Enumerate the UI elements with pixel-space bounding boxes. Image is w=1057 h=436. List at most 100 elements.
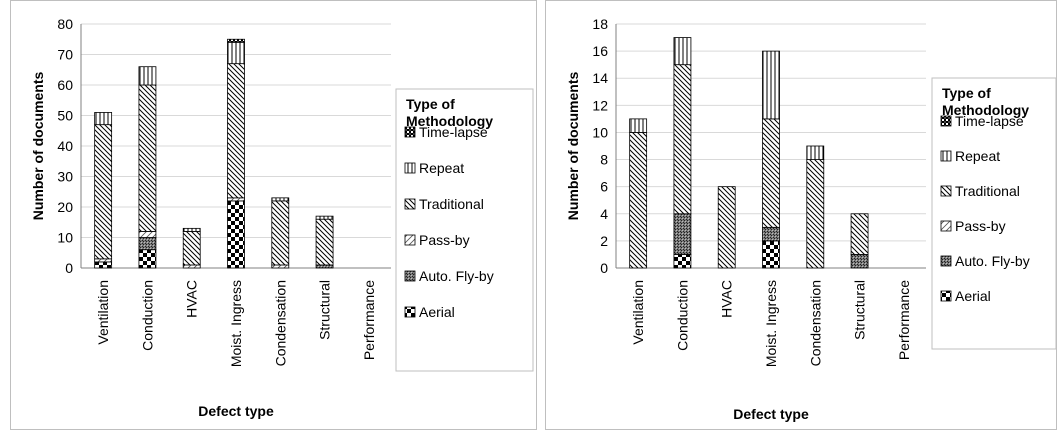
bar-conduction-auto-fly-by — [673, 213, 692, 255]
bar-moist-ingress-traditional — [227, 63, 245, 199]
legend-swatch-repeat — [940, 150, 952, 162]
x-axis-title: Defect type — [198, 403, 274, 419]
bar-moist-ingress-time-lapse — [227, 38, 245, 43]
bar-moist-ingress-aerial — [762, 240, 780, 269]
y-tick-label: 70 — [57, 47, 73, 63]
legend-swatch-time-lapse — [404, 126, 416, 138]
y-axis-title: Number of documents — [30, 72, 46, 221]
legend-label-auto-fly-by: Auto. Fly-by — [955, 253, 1030, 269]
x-tick-label: Ventilation — [95, 280, 111, 345]
y-tick-label: 80 — [57, 16, 73, 32]
legend-label-traditional: Traditional — [955, 183, 1020, 199]
y-tick-label: 8 — [600, 152, 608, 168]
y-tick-label: 16 — [592, 43, 608, 59]
legend-label-traditional: Traditional — [419, 196, 484, 212]
bar-condensation-pass-by — [271, 264, 290, 269]
y-tick-label: 2 — [600, 233, 608, 249]
bar-conduction-aerial — [673, 254, 692, 269]
bar-conduction-aerial — [138, 249, 157, 269]
y-tick-label: 50 — [57, 108, 73, 124]
bar-conduction-traditional — [673, 64, 692, 215]
bar-conduction-traditional — [138, 84, 157, 232]
x-tick-label: Condensation — [807, 280, 823, 366]
chart-panel-left: 0 10 20 30 40 50 60 70 80 Ventilation Conduction HV… — [10, 0, 537, 430]
bar-structural-auto-fly-by — [315, 264, 334, 269]
bar-hvac-pass-by — [182, 264, 201, 269]
legend-swatch-repeat — [404, 162, 416, 174]
bar-structural-traditional — [850, 213, 869, 255]
y-axis-title: Number of documents — [565, 72, 581, 221]
y-tick-label: 4 — [600, 206, 608, 222]
y-tick-label: 40 — [57, 138, 73, 154]
legend-title: Methodology — [406, 113, 493, 129]
y-tick-label: 0 — [600, 260, 608, 276]
legend-swatch-auto-fly-by — [404, 270, 416, 282]
bar-condensation-traditional — [271, 200, 290, 266]
bar-condensation-repeat — [271, 197, 290, 202]
x-axis-title: Defect type — [733, 406, 809, 422]
legend-label-pass-by: Pass-by — [419, 232, 470, 248]
bar-hvac-traditional — [182, 230, 201, 266]
x-tick-label: Conduction — [139, 280, 155, 351]
x-tick-label: HVAC — [184, 280, 200, 318]
x-tick-label: HVAC — [719, 280, 735, 318]
legend-swatch-pass-by — [940, 220, 952, 232]
bar-ventilation-repeat — [629, 118, 648, 133]
legend-label-time-lapse: Time-lapse — [955, 113, 1024, 129]
legend-title: Methodology — [942, 102, 1029, 118]
bar-moist-ingress-repeat — [762, 50, 780, 120]
legend-swatch-time-lapse — [940, 115, 952, 127]
x-tick-label: Conduction — [674, 280, 690, 351]
x-tick-label: Structural — [852, 280, 868, 340]
bar-moist-ingress-aerial — [227, 200, 245, 269]
bar-hvac-traditional — [717, 186, 736, 269]
y-tick-label: 60 — [57, 77, 73, 93]
bar-condensation-repeat — [806, 145, 825, 160]
legend-label-time-lapse: Time-lapse — [419, 124, 488, 140]
legend-label-repeat: Repeat — [419, 160, 464, 176]
legend-title: Type of — [406, 96, 455, 112]
legend-swatch-pass-by — [404, 234, 416, 246]
x-tick-label: Moist. Ingress — [228, 280, 244, 367]
x-tick-label: Ventilation — [630, 280, 646, 345]
bar-structural-repeat — [315, 215, 334, 220]
legend-swatch-aerial — [940, 290, 952, 302]
chart-right: 0 2 4 6 8 10 12 14 16 18 Ventilation Conduction HVAC… — [565, 16, 1057, 422]
y-tick-label: 6 — [600, 179, 608, 195]
legend-label-aerial: Aerial — [955, 288, 991, 304]
bar-conduction-repeat — [673, 37, 692, 66]
bar-conduction-pass-by — [138, 230, 157, 238]
legend-label-auto-fly-by: Auto. Fly-by — [419, 268, 494, 284]
x-tick-label: Condensation — [272, 280, 288, 366]
bar-moist-ingress-traditional — [762, 118, 780, 228]
legend-box — [395, 88, 534, 372]
y-tick-label: 10 — [57, 230, 73, 246]
bar-structural-traditional — [315, 218, 334, 266]
y-tick-label: 12 — [592, 97, 608, 113]
legend-swatch-traditional — [940, 185, 952, 197]
legend-box — [931, 77, 1057, 350]
legend-swatch-aerial — [404, 306, 416, 318]
bar-ventilation-traditional — [629, 132, 648, 269]
y-tick-label: 14 — [592, 70, 608, 86]
bar-ventilation-traditional — [94, 124, 113, 260]
legend-label-pass-by: Pass-by — [955, 218, 1006, 234]
x-tick-label: Moist. Ingress — [763, 280, 779, 367]
bar-conduction-auto-fly-by — [138, 237, 157, 251]
bar-moist-ingress-pass-by — [227, 197, 245, 202]
bar-ventilation-aerial — [94, 261, 113, 269]
x-tick-label: Performance — [361, 280, 377, 360]
y-tick-label: 18 — [592, 16, 608, 32]
bar-ventilation-pass-by — [94, 258, 113, 263]
chart-left: 0 10 20 30 40 50 60 70 80 Ventilation Conduction HV… — [30, 16, 534, 419]
bar-condensation-traditional — [806, 159, 825, 269]
legend-label-aerial: Aerial — [419, 304, 455, 320]
y-tick-label: 0 — [65, 260, 73, 276]
bar-structural-auto-fly-by — [850, 254, 869, 269]
y-tick-label: 20 — [57, 199, 73, 215]
legend-title: Type of — [942, 85, 991, 101]
y-tick-label: 30 — [57, 169, 73, 185]
bar-moist-ingress-auto-fly-by — [762, 226, 780, 242]
x-tick-label: Performance — [896, 280, 912, 360]
legend-swatch-auto-fly-by — [940, 255, 952, 267]
